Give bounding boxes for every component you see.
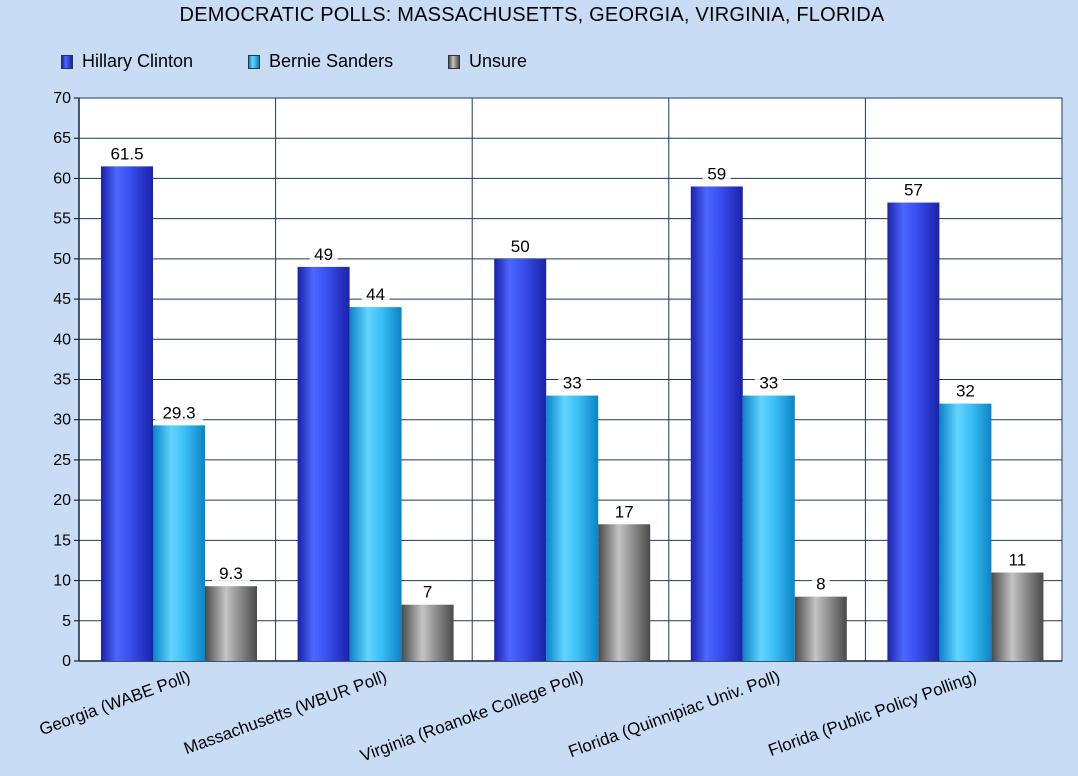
- bar-unsure-florida-quinnipiac-univ-poll: [794, 596, 847, 661]
- value-label-bg-hillary-clinton-florida-quinnipiac-univ-poll: [702, 164, 731, 184]
- bar-hillary-clinton-massachusetts-wbur-poll: [297, 266, 350, 661]
- value-label-bernie-sanders-florida-public-policy-polling: 32: [956, 382, 975, 401]
- bar-bernie-sanders-georgia-wabe-poll: [153, 425, 205, 661]
- legend-item-bernie-sanders: Bernie Sanders: [248, 51, 393, 72]
- value-label-bernie-sanders-virginia-roanoke-college-poll: 33: [563, 374, 582, 393]
- value-label-hillary-clinton-georgia-wabe-poll: 61.5: [110, 144, 143, 163]
- y-tick-label-25: 25: [53, 452, 71, 469]
- y-tick-label-55: 55: [53, 211, 71, 228]
- x-category-label-georgia-wabe-poll: Georgia (WABE Poll): [37, 667, 193, 739]
- y-tick-label-10: 10: [53, 573, 71, 590]
- bar-unsure-florida-public-policy-polling: [991, 572, 1044, 661]
- legend-swatch-unsure: [448, 54, 460, 69]
- value-label-bg-unsure-florida-public-policy-polling: [1003, 550, 1032, 570]
- chart-title: DEMOCRATIC POLLS: MASSACHUSETTS, GEORGIA…: [179, 4, 885, 26]
- value-label-unsure-florida-quinnipiac-univ-poll: 8: [816, 575, 825, 594]
- bar-unsure-virginia-roanoke-college-poll: [598, 524, 651, 661]
- legend-label-hillary-clinton: Hillary Clinton: [82, 51, 194, 71]
- y-tick-label-45: 45: [53, 291, 71, 308]
- bar-unsure-georgia-wabe-poll: [205, 586, 257, 661]
- x-category-label-florida-public-policy-polling: Florida (Public Policy Polling): [766, 667, 979, 760]
- value-label-unsure-virginia-roanoke-college-poll: 17: [615, 502, 634, 521]
- x-category-label-florida-quinnipiac-univ-poll: Florida (Quinnipiac Univ. Poll): [566, 667, 783, 761]
- value-label-bg-hillary-clinton-virginia-roanoke-college-poll: [506, 236, 535, 256]
- y-tick-label-65: 65: [53, 130, 71, 147]
- value-label-hillary-clinton-florida-quinnipiac-univ-poll: 59: [707, 164, 726, 183]
- legend-label-unsure: Unsure: [469, 51, 528, 71]
- x-category-label-virginia-roanoke-college-poll: Virginia (Roanoke College Poll): [358, 667, 586, 766]
- value-label-bg-unsure-virginia-roanoke-college-poll: [610, 502, 639, 522]
- y-tick-label-40: 40: [53, 331, 71, 348]
- value-label-hillary-clinton-massachusetts-wbur-poll: 49: [314, 245, 333, 264]
- y-tick-label-20: 20: [53, 492, 71, 509]
- value-label-bg-bernie-sanders-florida-public-policy-polling: [951, 381, 980, 401]
- value-label-bg-bernie-sanders-florida-quinnipiac-univ-poll: [754, 373, 783, 393]
- value-label-unsure-massachusetts-wbur-poll: 7: [423, 583, 432, 602]
- legend-item-hillary-clinton: Hillary Clinton: [61, 51, 193, 72]
- value-label-bg-unsure-georgia-wabe-poll: [212, 564, 250, 584]
- x-category-label-massachusetts-wbur-poll: Massachusetts (WBUR Poll): [181, 667, 389, 758]
- bar-hillary-clinton-florida-public-policy-polling: [887, 202, 940, 662]
- value-label-bg-hillary-clinton-florida-public-policy-polling: [899, 180, 928, 200]
- value-label-bg-bernie-sanders-massachusetts-wbur-poll: [361, 285, 390, 305]
- y-tick-label-15: 15: [53, 532, 71, 549]
- value-label-bg-unsure-massachusetts-wbur-poll: [418, 582, 437, 602]
- value-label-unsure-florida-public-policy-polling: 11: [1009, 551, 1027, 570]
- value-label-bernie-sanders-georgia-wabe-poll: 29.3: [162, 403, 195, 422]
- bar-hillary-clinton-florida-quinnipiac-univ-poll: [690, 186, 743, 661]
- value-label-bg-bernie-sanders-virginia-roanoke-college-poll: [558, 373, 587, 393]
- value-label-bg-hillary-clinton-georgia-wabe-poll: [103, 144, 151, 164]
- legend-swatch-bernie-sanders: [248, 54, 260, 69]
- value-label-unsure-georgia-wabe-poll: 9.3: [219, 564, 243, 583]
- y-tick-label-0: 0: [62, 653, 71, 670]
- value-label-bg-bernie-sanders-georgia-wabe-poll: [155, 403, 203, 423]
- value-label-bg-unsure-florida-quinnipiac-univ-poll: [811, 574, 830, 594]
- y-tick-label-70: 70: [53, 90, 71, 107]
- bar-hillary-clinton-virginia-roanoke-college-poll: [494, 258, 547, 661]
- bar-bernie-sanders-virginia-roanoke-college-poll: [546, 395, 599, 661]
- bar-bernie-sanders-florida-public-policy-polling: [939, 403, 992, 661]
- value-label-bernie-sanders-florida-quinnipiac-univ-poll: 33: [759, 374, 778, 393]
- bar-unsure-massachusetts-wbur-poll: [401, 604, 454, 661]
- value-label-bernie-sanders-massachusetts-wbur-poll: 44: [366, 285, 385, 304]
- bar-hillary-clinton-georgia-wabe-poll: [101, 166, 153, 661]
- legend-label-bernie-sanders: Bernie Sanders: [269, 51, 394, 71]
- y-tick-label-50: 50: [53, 251, 71, 268]
- legend-swatch-hillary-clinton: [61, 54, 73, 69]
- legend-item-unsure: Unsure: [448, 51, 527, 72]
- y-tick-label-35: 35: [53, 372, 71, 389]
- bar-bernie-sanders-florida-quinnipiac-univ-poll: [742, 395, 795, 661]
- y-tick-label-60: 60: [53, 170, 71, 187]
- bar-bernie-sanders-massachusetts-wbur-poll: [349, 307, 402, 661]
- value-label-hillary-clinton-florida-public-policy-polling: 57: [904, 181, 923, 200]
- y-tick-label-30: 30: [53, 412, 71, 429]
- y-tick-label-5: 5: [62, 613, 71, 630]
- value-label-bg-hillary-clinton-massachusetts-wbur-poll: [309, 244, 338, 264]
- value-label-hillary-clinton-virginia-roanoke-college-poll: 50: [511, 237, 530, 256]
